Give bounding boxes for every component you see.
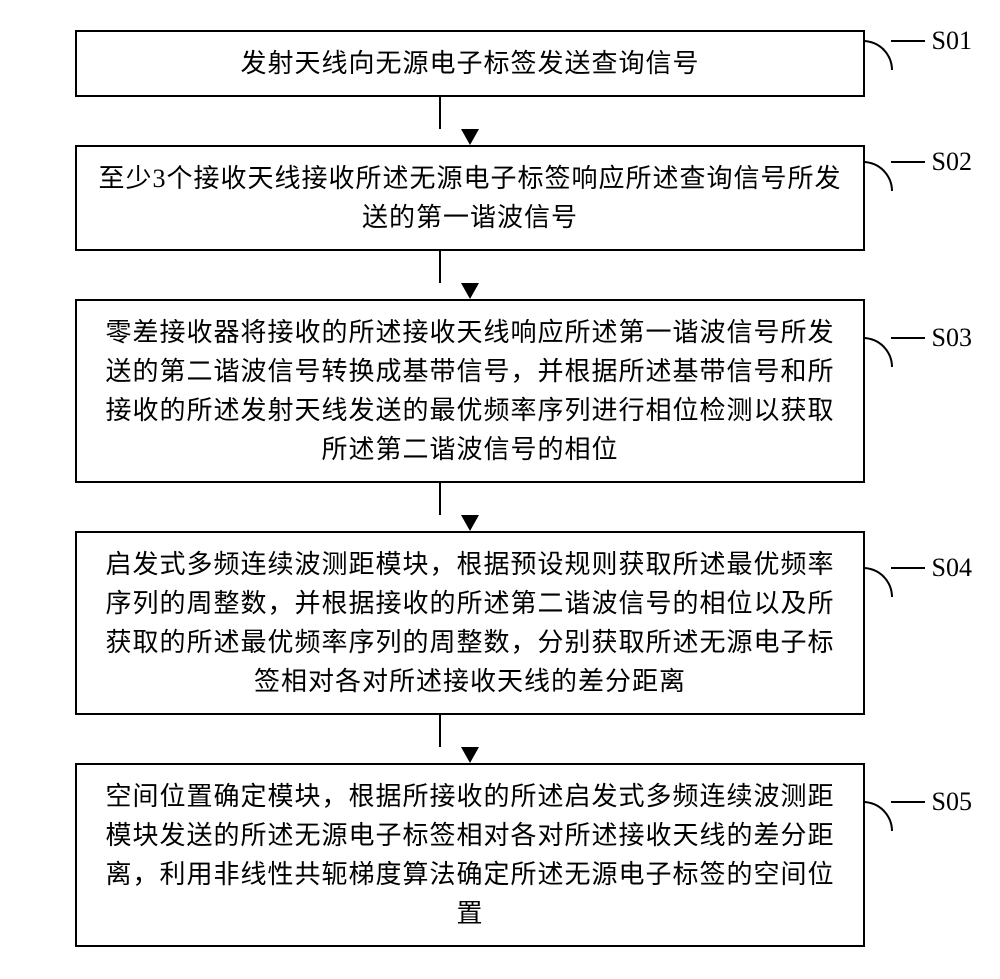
- arrow-line: [439, 483, 441, 515]
- arrow-head-icon: [461, 129, 479, 145]
- step-text: 零差接收器将接收的所述接收天线响应所述第一谐波信号所发送的第二谐波信号转换成基带…: [97, 313, 843, 469]
- step-container-0: 发射天线向无源电子标签发送查询信号S01: [0, 30, 1000, 97]
- step-box-s03: 零差接收器将接收的所述接收天线响应所述第一谐波信号所发送的第二谐波信号转换成基带…: [75, 299, 865, 483]
- connector-line: [891, 801, 925, 803]
- step-text: 发射天线向无源电子标签发送查询信号: [240, 44, 699, 83]
- arrow-head-icon: [461, 515, 479, 531]
- connector-curve: [863, 801, 893, 831]
- connector-line: [891, 40, 925, 42]
- arrow-line: [439, 715, 441, 747]
- step-box-s05: 空间位置确定模块，根据所接收的所述启发式多频连续波测距模块发送的所述无源电子标签…: [75, 763, 865, 947]
- step-text: 空间位置确定模块，根据所接收的所述启发式多频连续波测距模块发送的所述无源电子标签…: [97, 777, 843, 933]
- step-label: S02: [932, 147, 972, 177]
- step-label: S03: [932, 323, 972, 353]
- connector-curve: [863, 40, 893, 70]
- connector-curve: [863, 567, 893, 597]
- connector-line: [891, 161, 925, 163]
- step-label: S01: [932, 26, 972, 56]
- connector-line: [891, 567, 925, 569]
- step-container-4: 空间位置确定模块，根据所接收的所述启发式多频连续波测距模块发送的所述无源电子标签…: [0, 763, 1000, 947]
- step-container-3: 启发式多频连续波测距模块，根据预设规则获取所述最优频率序列的周整数，并根据接收的…: [0, 531, 1000, 715]
- step-text: 至少3个接收天线接收所述无源电子标签响应所述查询信号所发送的第一谐波信号: [97, 159, 843, 237]
- step-box-s04: 启发式多频连续波测距模块，根据预设规则获取所述最优频率序列的周整数，并根据接收的…: [75, 531, 865, 715]
- arrow-head-icon: [461, 283, 479, 299]
- step-text: 启发式多频连续波测距模块，根据预设规则获取所述最优频率序列的周整数，并根据接收的…: [97, 545, 843, 701]
- step-container-2: 零差接收器将接收的所述接收天线响应所述第一谐波信号所发送的第二谐波信号转换成基带…: [0, 299, 1000, 483]
- flowchart-container: 发射天线向无源电子标签发送查询信号S01 至少3个接收天线接收所述无源电子标签响应…: [0, 30, 1000, 947]
- connector-curve: [863, 337, 893, 367]
- step-label: S04: [932, 553, 972, 583]
- connector-curve: [863, 161, 893, 191]
- step-container-1: 至少3个接收天线接收所述无源电子标签响应所述查询信号所发送的第一谐波信号 S02: [0, 145, 1000, 251]
- connector-line: [891, 337, 925, 339]
- step-label: S05: [932, 787, 972, 817]
- arrow-line: [439, 97, 441, 129]
- arrow-down: [0, 251, 1000, 299]
- step-box-s02: 至少3个接收天线接收所述无源电子标签响应所述查询信号所发送的第一谐波信号: [75, 145, 865, 251]
- arrow-head-icon: [461, 747, 479, 763]
- step-box-s01: 发射天线向无源电子标签发送查询信号: [75, 30, 865, 97]
- arrow-down: [0, 715, 1000, 763]
- arrow-down: [0, 483, 1000, 531]
- arrow-down: [0, 97, 1000, 145]
- arrow-line: [439, 251, 441, 283]
